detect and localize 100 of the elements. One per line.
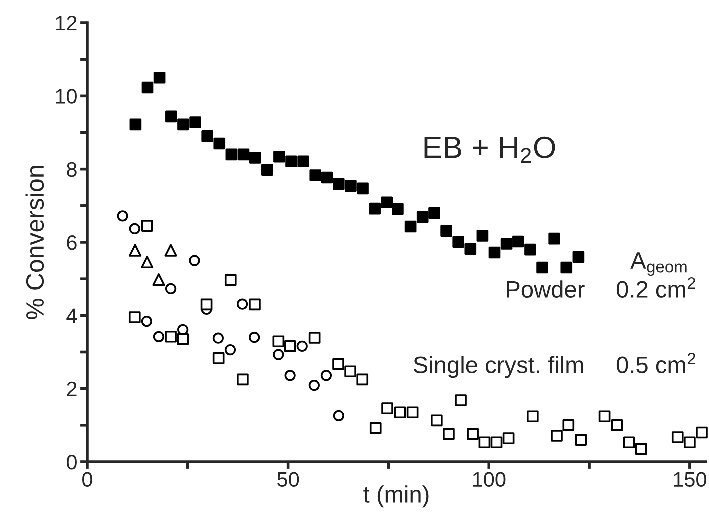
point bbox=[141, 316, 153, 328]
y-tick-label: 10 bbox=[56, 89, 77, 104]
point bbox=[117, 210, 128, 222]
point bbox=[308, 332, 321, 344]
point bbox=[129, 244, 142, 257]
point bbox=[672, 432, 684, 444]
point bbox=[272, 336, 285, 348]
y-tick-label: 6 bbox=[67, 236, 77, 250]
point bbox=[623, 436, 636, 449]
point bbox=[224, 274, 237, 286]
x-tick-label: 100 bbox=[473, 472, 506, 488]
point bbox=[141, 220, 154, 232]
point bbox=[286, 156, 298, 168]
point bbox=[356, 374, 369, 386]
point bbox=[381, 196, 394, 209]
point bbox=[332, 358, 344, 370]
point bbox=[476, 230, 489, 242]
point bbox=[128, 312, 141, 324]
point bbox=[190, 116, 202, 128]
point bbox=[308, 380, 320, 392]
point bbox=[249, 332, 260, 344]
point bbox=[696, 426, 708, 439]
annotation: 0.2 cm$^{2}$ bbox=[616, 277, 696, 298]
point bbox=[321, 172, 334, 184]
point bbox=[202, 130, 214, 142]
point bbox=[200, 298, 213, 311]
point bbox=[611, 420, 624, 432]
point bbox=[236, 298, 248, 310]
point bbox=[416, 211, 429, 224]
point bbox=[488, 246, 501, 259]
x-tick-label: 50 bbox=[278, 472, 300, 488]
y-tick-label: 12 bbox=[56, 16, 77, 31]
point bbox=[443, 428, 455, 440]
point bbox=[142, 82, 154, 94]
point bbox=[478, 436, 491, 449]
point bbox=[153, 331, 165, 342]
y-tick-label: 0 bbox=[67, 455, 77, 470]
point bbox=[500, 238, 513, 250]
point bbox=[440, 225, 452, 238]
point bbox=[345, 180, 357, 192]
point bbox=[467, 428, 479, 440]
point bbox=[274, 150, 286, 163]
point bbox=[370, 422, 382, 434]
point bbox=[130, 118, 142, 131]
point bbox=[189, 255, 200, 266]
point bbox=[249, 152, 262, 164]
point bbox=[369, 202, 381, 215]
point bbox=[382, 402, 394, 414]
y-tick-label: 8 bbox=[67, 162, 77, 178]
y-axis-title: % Conversion bbox=[26, 166, 44, 320]
point bbox=[333, 410, 344, 422]
annotation: Single cryst. film bbox=[414, 356, 584, 378]
point bbox=[237, 374, 249, 386]
point bbox=[164, 244, 178, 257]
point bbox=[238, 148, 250, 161]
point bbox=[455, 394, 467, 406]
x-tick-label: 150 bbox=[674, 472, 706, 488]
point bbox=[464, 243, 477, 255]
point bbox=[152, 274, 166, 286]
point bbox=[262, 164, 274, 176]
point bbox=[551, 430, 563, 442]
point bbox=[129, 223, 140, 235]
point bbox=[524, 244, 536, 256]
point bbox=[404, 220, 417, 233]
point bbox=[141, 256, 154, 269]
point bbox=[452, 236, 465, 248]
y-tick-label: 2 bbox=[67, 382, 77, 396]
annotation: A$_{geom}$ bbox=[630, 252, 687, 276]
point bbox=[310, 170, 322, 182]
point bbox=[394, 406, 406, 419]
point bbox=[344, 366, 356, 378]
point bbox=[333, 178, 345, 190]
point bbox=[212, 352, 225, 364]
point bbox=[249, 298, 261, 311]
point bbox=[284, 340, 296, 352]
annotation: 0.5 cm$^{2}$ bbox=[616, 352, 696, 374]
point bbox=[572, 251, 585, 264]
point bbox=[296, 340, 308, 352]
point bbox=[212, 332, 224, 344]
y-tick-label: 4 bbox=[66, 308, 78, 324]
point bbox=[357, 182, 369, 195]
point bbox=[512, 236, 524, 248]
point bbox=[298, 156, 310, 168]
point bbox=[154, 72, 166, 84]
point bbox=[392, 203, 404, 216]
point bbox=[320, 370, 332, 382]
point bbox=[431, 414, 443, 427]
point bbox=[214, 138, 226, 150]
x-tick-label: 0 bbox=[82, 472, 92, 488]
point bbox=[526, 410, 539, 423]
point bbox=[406, 406, 419, 419]
point bbox=[178, 118, 190, 131]
point bbox=[165, 330, 177, 343]
point bbox=[428, 207, 440, 220]
point bbox=[165, 283, 177, 295]
point bbox=[490, 436, 503, 449]
point bbox=[575, 434, 588, 446]
point bbox=[684, 436, 696, 449]
point bbox=[166, 110, 178, 123]
point bbox=[560, 262, 573, 274]
